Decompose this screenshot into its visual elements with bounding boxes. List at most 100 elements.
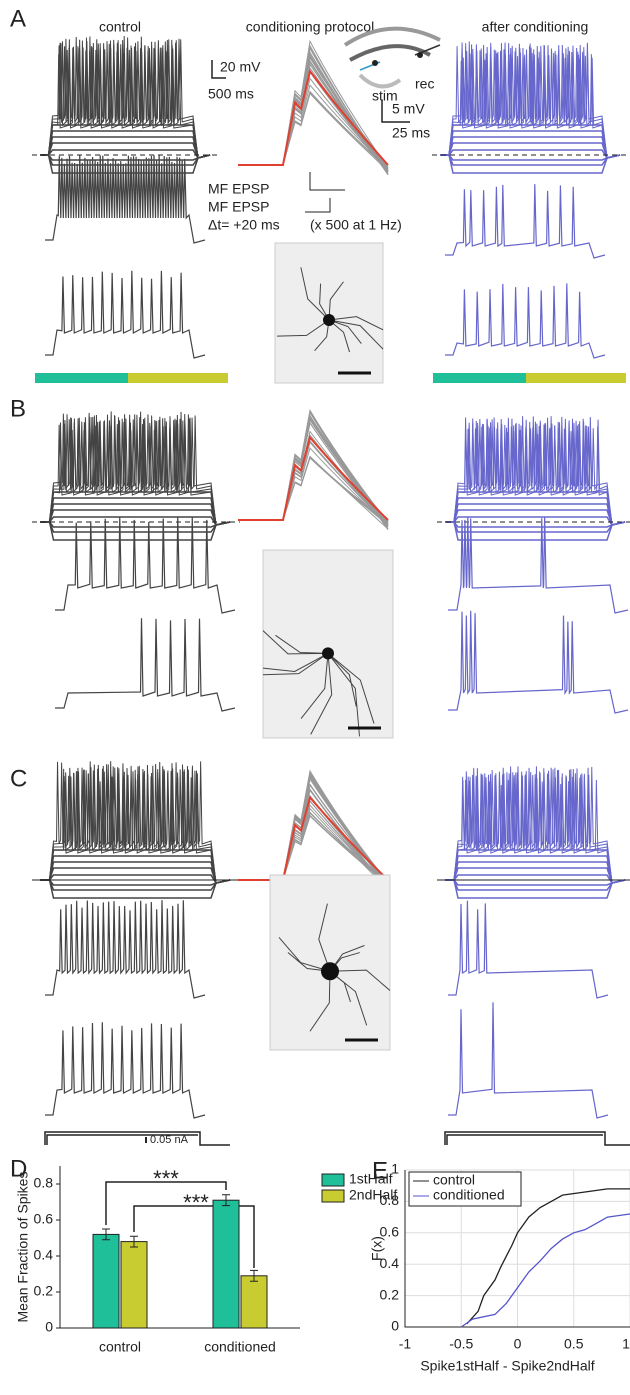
significance-bracket: [105, 1181, 255, 1268]
y-tick-label: 0: [45, 1319, 53, 1335]
panel-label: A: [10, 5, 26, 32]
voltage-trace: [445, 423, 626, 526]
y-tick-label: 0.8: [380, 1192, 400, 1208]
x-tick-label: control: [99, 1339, 141, 1355]
legend-label: control: [433, 1172, 475, 1188]
y-tick-label: 1: [391, 1161, 399, 1177]
voltage-trace: [440, 130, 621, 159]
y-tick-label: 0: [391, 1318, 399, 1334]
half-bar: [128, 373, 228, 383]
voltage-trace: [40, 516, 231, 526]
error-bar: [222, 1194, 230, 1207]
voltage-trace: [55, 516, 236, 614]
half-bar: [433, 373, 526, 383]
error-bar: [130, 1235, 138, 1248]
cdf-line: [466, 1188, 630, 1325]
voltage-trace: [45, 1022, 206, 1119]
voltage-trace: [448, 1002, 609, 1119]
epsp-trace: [238, 770, 389, 883]
schematic-label: stim: [372, 88, 398, 104]
voltage-trace: [445, 503, 626, 526]
x-tick-label: 0.5: [564, 1336, 584, 1352]
epsp-trace: [238, 773, 389, 886]
legend-swatch: [321, 1173, 345, 1187]
epsp-trace: [238, 409, 389, 527]
voltage-trace: [445, 769, 626, 884]
scale-label: 5 mV: [392, 101, 425, 117]
epsp-average: [238, 795, 389, 881]
epsp-trace: [238, 77, 389, 169]
epsp-trace: [238, 69, 389, 174]
x-tick-label: 0: [514, 1336, 522, 1352]
y-tick-label: 0.2: [380, 1286, 400, 1302]
legend-label: conditioned: [433, 1187, 505, 1203]
protocol-label: Δt= +20 ms: [208, 217, 280, 233]
epsp-trace: [238, 456, 389, 523]
epsp-trace: [238, 90, 389, 169]
voltage-trace: [445, 497, 626, 526]
voltage-trace: [445, 874, 626, 884]
epsp-trace: [238, 70, 389, 172]
voltage-trace: [445, 491, 626, 526]
voltage-trace: [40, 855, 231, 884]
voltage-trace: [445, 521, 626, 528]
y-axis-label: F(x): [369, 1236, 385, 1261]
protocol-diagram: [305, 172, 345, 213]
voltage-trace: [40, 411, 231, 526]
voltage-trace: [445, 766, 626, 884]
voltage-trace: [445, 416, 626, 526]
epsp-average: [238, 435, 389, 521]
epsp-trace: [238, 814, 389, 883]
voltage-trace: [445, 879, 626, 899]
voltage-trace: [40, 124, 211, 159]
voltage-trace: [40, 36, 211, 159]
legend-label: 2ndHalf: [349, 1187, 397, 1203]
voltage-trace: [440, 124, 621, 159]
voltage-trace: [445, 855, 626, 884]
epsp-trace: [238, 773, 389, 888]
y-tick-label: 0.6: [380, 1224, 400, 1240]
panel-label: D: [10, 1155, 27, 1182]
voltage-trace: [40, 761, 231, 884]
voltage-trace: [445, 521, 626, 541]
epsp-trace: [238, 414, 389, 522]
legend-swatch: [321, 1189, 345, 1203]
voltage-trace: [40, 879, 231, 899]
epsp-trace: [238, 804, 389, 887]
voltage-trace: [440, 154, 621, 174]
voltage-trace: [40, 521, 231, 528]
legend-box: [408, 1171, 522, 1207]
error-bar: [250, 1269, 258, 1282]
micrograph: [262, 549, 394, 739]
epsp-trace: [238, 812, 389, 882]
epsp-trace: [238, 435, 389, 526]
column-title: control: [99, 19, 141, 35]
scale-label: 25 ms: [392, 125, 430, 141]
axes: [404, 1170, 630, 1328]
epsp-trace: [238, 92, 389, 172]
epsp-trace: [238, 418, 389, 526]
epsp-trace: [238, 50, 389, 174]
epsp-trace: [238, 796, 389, 882]
cdf-line: [460, 1213, 630, 1328]
voltage-trace: [440, 136, 621, 159]
epsp-trace: [238, 455, 389, 525]
y-tick-label: 0.8: [34, 1175, 54, 1191]
x-axis-label: Spike1stHalf - Spike2ndHalf: [420, 1358, 594, 1374]
column-title: after conditioning: [482, 19, 589, 35]
voltage-trace: [40, 849, 231, 884]
schematic-label: rec: [415, 76, 434, 92]
soma: [323, 314, 335, 326]
epsp-trace: [238, 70, 389, 172]
voltage-trace: [55, 618, 236, 712]
bar: [92, 1233, 120, 1329]
epsp-trace: [238, 440, 389, 525]
voltage-trace: [40, 497, 231, 526]
soma: [321, 962, 339, 981]
voltage-trace: [40, 764, 231, 884]
voltage-trace: [45, 155, 206, 244]
neuron: [278, 903, 391, 1032]
voltage-trace: [40, 130, 211, 159]
neuron: [262, 630, 375, 737]
scale-label: 0.05 nA: [150, 1134, 189, 1146]
